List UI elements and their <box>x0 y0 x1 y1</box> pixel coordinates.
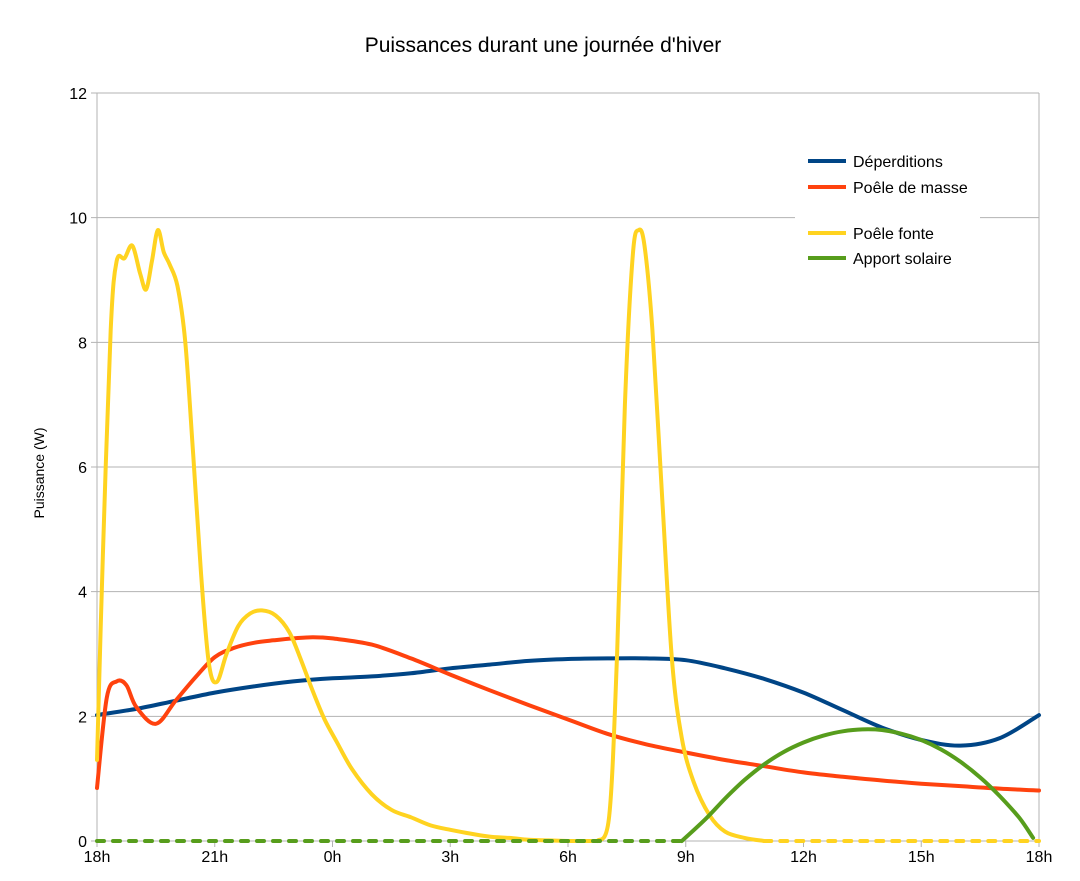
series-line-3 <box>95 228 570 843</box>
y-tick-label: 0 <box>78 834 87 851</box>
legend-label: Poêle de masse <box>853 180 968 197</box>
y-tick-label: 2 <box>78 709 87 726</box>
y-tick-label: 8 <box>78 335 87 352</box>
x-tick-label: 12h <box>790 849 817 866</box>
axis-ticks: 0 2 4 6 8 10 12 18h 21h 0h 3h 6h 9h 12h 15h 18h <box>69 86 1052 866</box>
y-tick-label: 4 <box>78 585 87 602</box>
y-tick-label: 10 <box>69 211 87 228</box>
series-line-2 <box>95 635 1041 793</box>
x-tick-label: 3h <box>441 849 459 866</box>
x-tick-label: 6h <box>559 849 577 866</box>
x-tick-label: 9h <box>677 849 695 866</box>
legend: Déperditions Poêle de masse Poêle fonte App… <box>795 145 980 280</box>
legend-label: Déperditions <box>853 154 943 171</box>
chart-title: Puissances durant une journée d'hiver <box>365 34 722 57</box>
legend-label: Poêle fonte <box>853 226 934 243</box>
series-line-3 <box>595 227 767 843</box>
x-tick-label: 18h <box>1026 849 1053 866</box>
x-tick-label: 15h <box>908 849 935 866</box>
x-tick-label: 21h <box>201 849 228 866</box>
y-tick-label: 6 <box>78 460 87 477</box>
grid <box>91 92 1040 847</box>
x-tick-label: 0h <box>324 849 342 866</box>
series-line-4 <box>679 727 1036 843</box>
series-line-1 <box>95 656 1041 748</box>
series-lines <box>95 227 1041 843</box>
x-tick-label: 18h <box>84 849 111 866</box>
y-tick-label: 12 <box>69 86 87 103</box>
legend-label: Apport solaire <box>853 251 952 268</box>
y-axis-label: Puissance (W) <box>31 427 47 518</box>
